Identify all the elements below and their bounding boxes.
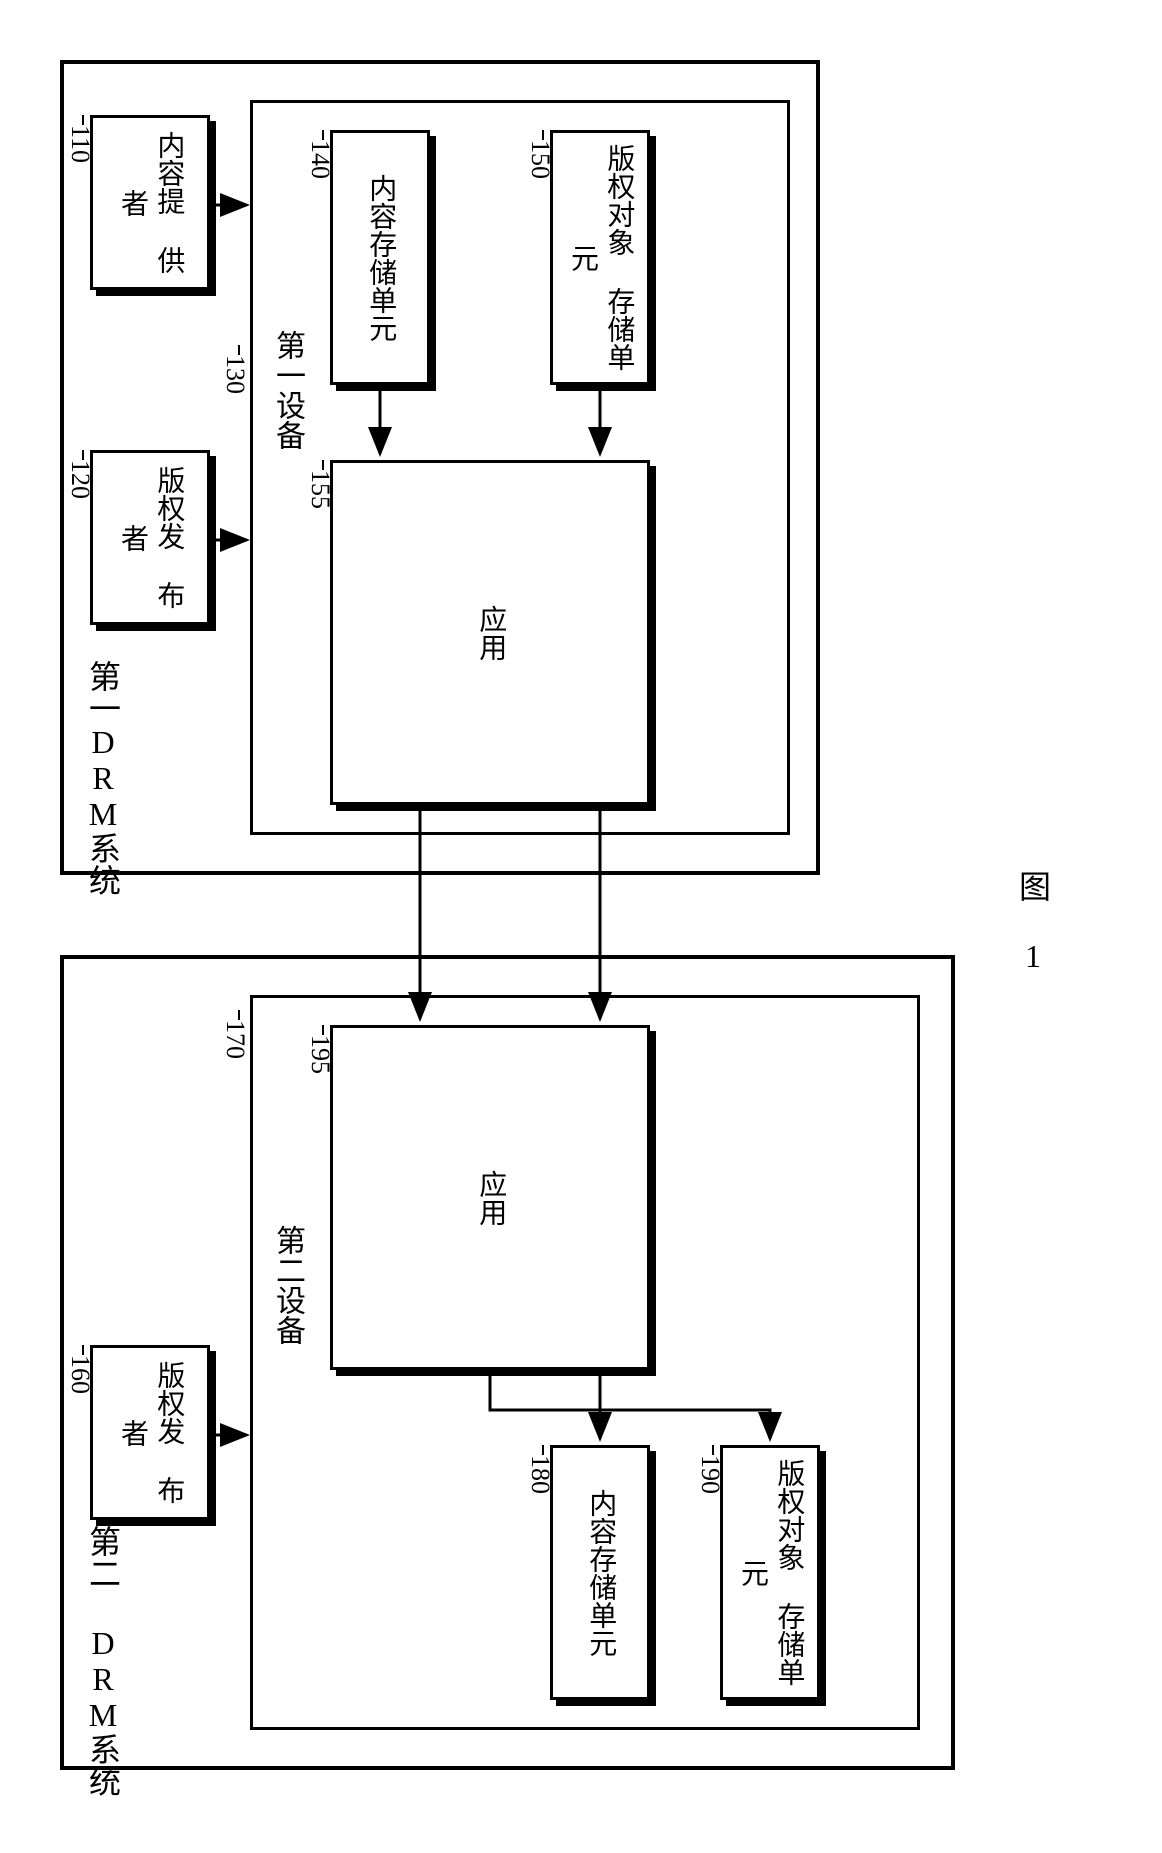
rights-issuer1-block: 版权发 布者: [90, 450, 210, 625]
rights-storage2-label: 版权对象 存储单元: [734, 1448, 807, 1697]
application2-ref: 195: [305, 1035, 335, 1074]
device1-ref: 130: [220, 355, 250, 394]
rights-storage1-label: 版权对象 存储单元: [564, 133, 637, 382]
rights-storage1-ref: 150: [525, 140, 555, 179]
ref-line: [542, 130, 544, 140]
application2-block: 应用: [330, 1025, 650, 1370]
content-provider-ref: 110: [65, 125, 95, 163]
content-storage1-block: 内容存储单元: [330, 130, 430, 385]
rights-issuer1-ref: 120: [65, 460, 95, 499]
system1-title: 第一DRM系统: [80, 660, 126, 896]
device1-title: 第一设备: [265, 330, 309, 450]
application2-label: 应用: [472, 1170, 508, 1226]
application1-label: 应用: [472, 605, 508, 661]
ref-line: [712, 1445, 714, 1455]
figure-label: 图 1: [1010, 870, 1056, 974]
device2-title: 第二设备: [265, 1225, 309, 1345]
rights-issuer1-label: 版权发 布者: [114, 453, 187, 622]
content-storage2-label: 内容存储单元: [582, 1489, 618, 1657]
rights-storage2-block: 版权对象 存储单元: [720, 1445, 820, 1700]
ref-line: [542, 1445, 544, 1455]
ref-line: [238, 345, 240, 355]
content-provider-label: 内容提 供者: [114, 118, 187, 287]
content-provider-block: 内容提 供者: [90, 115, 210, 290]
ref-line: [238, 1010, 240, 1020]
rights-storage2-ref: 190: [695, 1455, 725, 1494]
ref-line: [322, 1025, 324, 1035]
content-storage2-ref: 180: [525, 1455, 555, 1494]
rights-storage1-block: 版权对象 存储单元: [550, 130, 650, 385]
content-storage1-ref: 140: [305, 140, 335, 179]
application1-ref: 155: [305, 470, 335, 509]
system2-title: 第二 DRM系统: [80, 1525, 126, 1797]
rights-issuer2-ref: 160: [65, 1355, 95, 1394]
application1-block: 应用: [330, 460, 650, 805]
diagram-root: 第一DRM系统 内容提 供者 110 版权发 布者 120 第一设备 130 内…: [20, 20, 1142, 1833]
rights-issuer2-block: 版权发 布者: [90, 1345, 210, 1520]
rights-issuer2-label: 版权发 布者: [114, 1348, 187, 1517]
device2-ref: 170: [220, 1020, 250, 1059]
ref-line: [322, 130, 324, 140]
ref-line: [322, 460, 324, 470]
ref-line: [82, 115, 84, 125]
ref-line: [82, 450, 84, 460]
content-storage1-label: 内容存储单元: [362, 174, 398, 342]
ref-line: [82, 1345, 84, 1355]
content-storage2-block: 内容存储单元: [550, 1445, 650, 1700]
